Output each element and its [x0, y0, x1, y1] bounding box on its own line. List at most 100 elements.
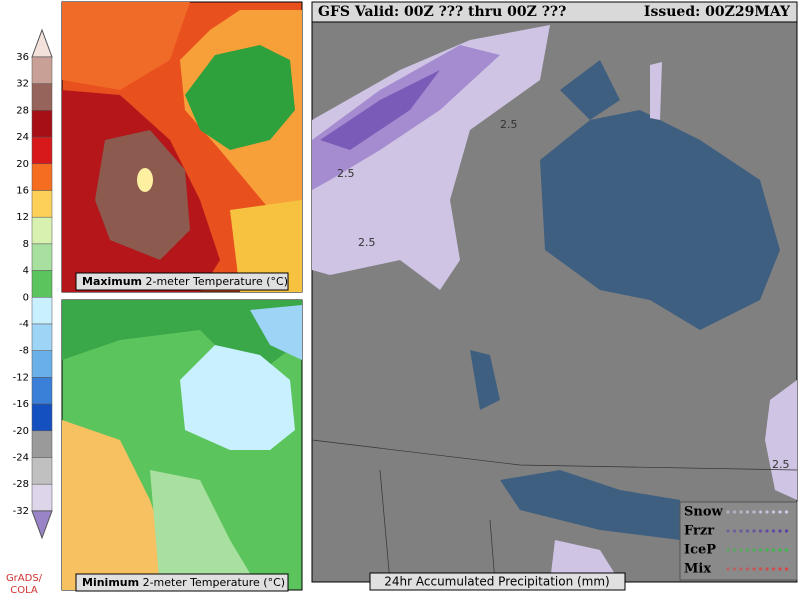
legend-dot	[726, 567, 730, 571]
colorbar-segment	[31, 83, 53, 111]
colorbar-segment	[31, 270, 53, 298]
legend-dot	[765, 510, 769, 514]
colorbar-label: 12	[16, 212, 29, 223]
legend-box	[679, 501, 798, 581]
colorbar-segment	[31, 216, 53, 245]
min-label: Minimum 2-meter Temperature (°C)	[82, 576, 285, 589]
colorbar-label: -4	[19, 319, 29, 330]
colorbar-label: 8	[23, 239, 29, 250]
colorbar-segment	[31, 110, 53, 138]
legend-dot	[758, 510, 763, 514]
legend-dot	[732, 567, 737, 571]
valid-time: GFS Valid: 00Z ??? thru 00Z ???	[318, 4, 566, 20]
colorbar-segment	[31, 350, 53, 378]
colorbar-label: 20	[16, 159, 29, 170]
legend-dot	[739, 548, 743, 552]
legend-dot	[765, 567, 769, 571]
colorbar-segment	[31, 190, 53, 218]
colorbar-segment	[31, 323, 53, 351]
colorbar-arrow	[31, 28, 53, 58]
legend-dot	[752, 510, 756, 514]
legend-dot	[745, 548, 750, 552]
colorbar-label: -16	[13, 399, 29, 410]
colorbar-segment	[31, 243, 53, 271]
legend-dot	[778, 548, 782, 552]
legend-dot	[771, 548, 776, 552]
legend-dot	[765, 529, 769, 533]
legend-dot	[765, 548, 769, 552]
legend-dot	[732, 510, 737, 514]
legend-dot	[726, 529, 730, 533]
credit: COLA	[10, 585, 38, 596]
colorbar-segment	[31, 163, 53, 191]
colorbar-segment	[31, 430, 53, 458]
legend-dot	[771, 510, 776, 514]
colorbar-arrow	[31, 510, 53, 540]
legend-label: Frzr	[684, 524, 714, 539]
colorbar-label: -24	[13, 453, 29, 464]
colorbar-segment	[31, 457, 53, 485]
legend-dot	[784, 548, 789, 552]
legend-label: IceP	[684, 543, 716, 558]
legend-dot	[745, 567, 750, 571]
colorbar-label: -12	[13, 372, 29, 383]
colorbar-label: 32	[16, 79, 29, 90]
legend-label: Snow	[684, 505, 724, 520]
max-temp-map	[61, 1, 303, 293]
legend-label: Mix	[684, 562, 711, 577]
legend-dot	[732, 548, 737, 552]
legend-dot	[745, 510, 750, 514]
legend-dot	[752, 548, 756, 552]
precip-map	[311, 21, 798, 583]
max-label-box	[75, 272, 289, 291]
colorbar-label: 24	[16, 132, 29, 143]
legend-dot	[745, 529, 750, 533]
legend-dot	[752, 529, 756, 533]
legend-dot	[726, 548, 730, 552]
legend-dot	[752, 567, 756, 571]
legend-dot	[739, 510, 743, 514]
legend-dot	[778, 567, 782, 571]
legend-dot	[784, 529, 789, 533]
colorbar-segment	[31, 56, 53, 84]
colorbar-label: -8	[19, 346, 29, 357]
max-label: Maximum 2-meter Temperature (°C)	[82, 275, 288, 288]
contour-label: 2.5	[358, 236, 376, 249]
issued-time: Issued: 00Z29MAY	[644, 4, 791, 20]
legend-dot	[784, 510, 789, 514]
legend-dot	[784, 567, 789, 571]
credit: GrADS/	[6, 573, 43, 584]
colorbar-label: 4	[23, 266, 29, 277]
legend-dot	[732, 529, 737, 533]
precip-label: 24hr Accumulated Precipitation (mm)	[384, 575, 610, 589]
colorbar-segment	[31, 483, 53, 512]
legend-dot	[739, 567, 743, 571]
header-bar	[311, 1, 798, 23]
legend-dot	[739, 529, 743, 533]
legend-dot	[758, 529, 763, 533]
min-temp-map	[61, 299, 303, 591]
colorbar-label: 36	[16, 52, 29, 63]
contour-label: 2.5	[772, 458, 790, 471]
contour-label: 2.5	[337, 167, 355, 180]
colorbar-label: 0	[23, 292, 29, 303]
colorbar-label: -32	[13, 506, 29, 517]
colorbar-segment	[31, 377, 53, 405]
legend-dot	[758, 548, 763, 552]
min-label-box	[75, 573, 289, 592]
colorbar-label: 28	[16, 105, 29, 116]
colorbar-segment	[31, 297, 53, 325]
legend-dot	[771, 529, 776, 533]
colorbar-segment	[31, 403, 53, 432]
contour-label: 2.5	[500, 118, 518, 131]
legend-dot	[758, 567, 763, 571]
colorbar-label: -20	[13, 426, 29, 437]
legend-dot	[778, 529, 782, 533]
legend-dot	[778, 510, 782, 514]
colorbar-segment	[31, 136, 53, 165]
legend-dot	[771, 567, 776, 571]
colorbar-label: -28	[13, 479, 29, 490]
colorbar-label: 16	[16, 186, 29, 197]
legend-dot	[726, 510, 730, 514]
